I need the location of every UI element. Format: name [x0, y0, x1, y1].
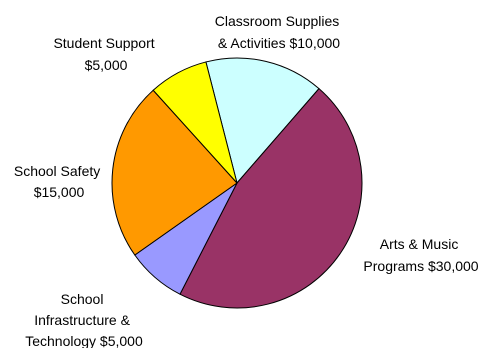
- label-classroom-supplies: Classroom Supplies & Activities $10,000: [215, 13, 343, 51]
- slice-classroom-supplies: [205, 57, 320, 185]
- slice-school-safety: [111, 89, 238, 256]
- pie-slices: [111, 57, 363, 309]
- slice-student-support: [152, 61, 238, 184]
- label-arts-music: Arts & Music Programs $30,000: [363, 236, 478, 274]
- label-school-safety: School Safety $15,000: [14, 163, 104, 200]
- slice-arts-music: [179, 87, 363, 309]
- label-student-support: Student Support $5,000: [53, 35, 158, 73]
- label-school-infrastructure: School Infrastructure & Technology $5,00…: [25, 291, 143, 348]
